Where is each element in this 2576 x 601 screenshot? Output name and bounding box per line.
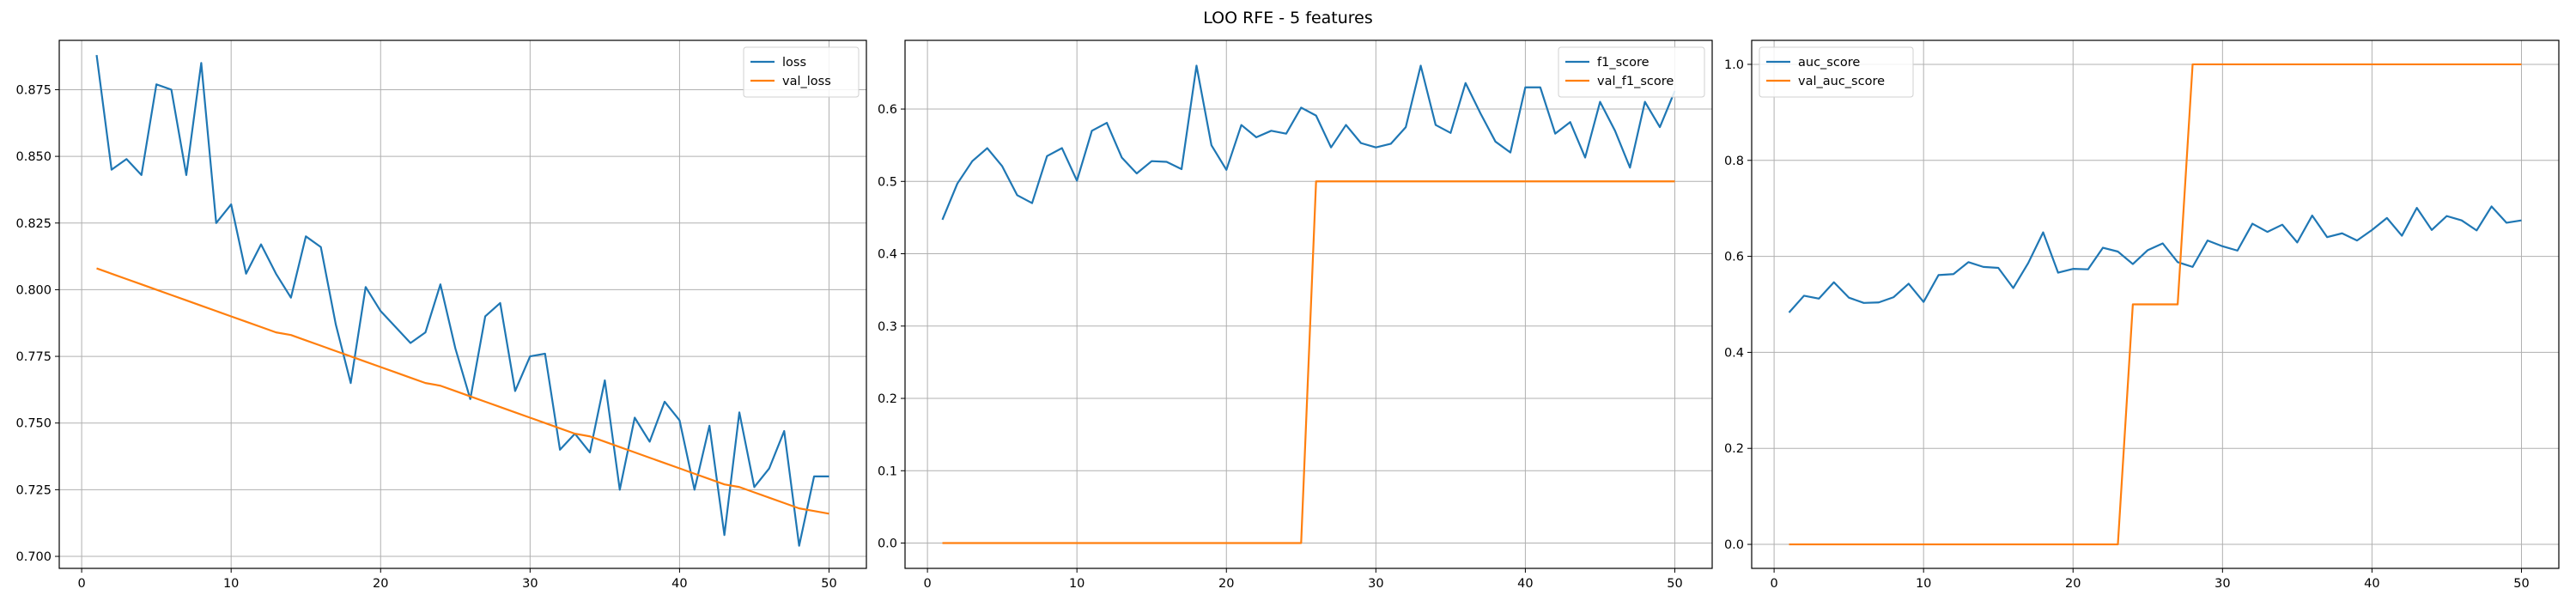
x-tick-label: 0: [923, 577, 931, 591]
series-line-loss: [95, 54, 829, 547]
axes-frame: [904, 39, 1713, 569]
legend-label-val_f1_score: val_f1_score: [1597, 75, 1674, 88]
y-tick-label: 0.700: [15, 550, 52, 564]
y-tick-label: 0.4: [1724, 346, 1744, 360]
y-tick-label: 0.5: [878, 175, 897, 189]
y-tick-label: 0.2: [1724, 442, 1744, 456]
x-tick-label: 50: [1667, 577, 1682, 591]
y-tick-label: 0.0: [1724, 538, 1744, 552]
y-tick-label: 0.850: [15, 150, 52, 164]
x-tick-label: 30: [2215, 577, 2230, 591]
x-tick-label: 40: [671, 577, 687, 591]
y-tick-label: 0.4: [878, 248, 897, 262]
x-tick-label: 10: [223, 577, 239, 591]
legend-box: [1558, 46, 1705, 98]
y-tick-label: 0.8: [1724, 155, 1744, 168]
y-tick-label: 0.1: [878, 464, 897, 478]
x-tick-label: 30: [1368, 577, 1383, 591]
legend-label-f1_score: f1_score: [1597, 56, 1649, 70]
legend-box: [1759, 46, 1914, 98]
x-tick-label: 50: [821, 577, 836, 591]
subplot-3: 0 10 20 30 40 50 0.0 0.2 0.4 0.6 0.8 1.0 auc_scoreva…: [1724, 39, 2560, 591]
x-tick-label: 0: [77, 577, 85, 591]
y-tick-label: 0.6: [878, 103, 897, 117]
series-line-val_auc_score: [1789, 63, 2522, 546]
legend-label-val_auc_score: val_auc_score: [1798, 75, 1885, 88]
legend-label-loss: loss: [782, 56, 806, 70]
y-tick-label: 1.0: [1724, 58, 1744, 72]
legend-label-val_loss: val_loss: [782, 75, 831, 88]
y-tick-label: 0.775: [15, 350, 52, 364]
x-tick-label: 40: [2364, 577, 2379, 591]
x-tick-label: 20: [2065, 577, 2081, 591]
axes-frame: [58, 39, 867, 569]
y-tick-label: 0.800: [15, 283, 52, 297]
y-tick-label: 0.875: [15, 83, 52, 97]
y-tick-label: 0.3: [878, 320, 897, 334]
legend-label-auc_score: auc_score: [1798, 56, 1860, 70]
legend: auc_score val_auc_score: [1759, 46, 1914, 98]
subplot-1: 0 10 20 30 40 50 0.700 0.725 0.750 0.775 0.800 0.82…: [15, 39, 867, 591]
x-tick-label: 10: [1916, 577, 1931, 591]
series-line-f1_score: [941, 64, 1676, 221]
x-tick-label: 30: [522, 577, 538, 591]
y-tick-label: 0.2: [878, 392, 897, 406]
x-tick-label: 10: [1069, 577, 1084, 591]
subplot-2: 0 10 20 30 40 50 0.0 0.1 0.2 0.3 0.4 0.5 0.6 f1_score…: [878, 39, 1713, 591]
y-tick-label: 0.725: [15, 483, 52, 497]
series-line-val_f1_score: [942, 180, 1675, 544]
y-tick-label: 0.0: [878, 537, 897, 551]
x-tick-label: 20: [373, 577, 388, 591]
x-tick-label: 40: [1517, 577, 1533, 591]
series-line-val_loss: [96, 267, 829, 515]
legend-box: [743, 46, 860, 98]
y-tick-label: 0.825: [15, 217, 52, 231]
series-line-auc_score: [1788, 205, 2522, 313]
x-tick-label: 20: [1218, 577, 1234, 591]
legend: f1_score val_f1_score: [1558, 46, 1705, 98]
x-tick-label: 0: [1770, 577, 1777, 591]
legend: loss val_loss: [743, 46, 860, 98]
x-tick-label: 50: [2513, 577, 2529, 591]
y-tick-label: 0.6: [1724, 251, 1744, 264]
y-tick-label: 0.750: [15, 417, 52, 431]
figure-title: LOO RFE - 5 features: [1203, 9, 1373, 27]
axes-frame: [1751, 39, 2560, 569]
